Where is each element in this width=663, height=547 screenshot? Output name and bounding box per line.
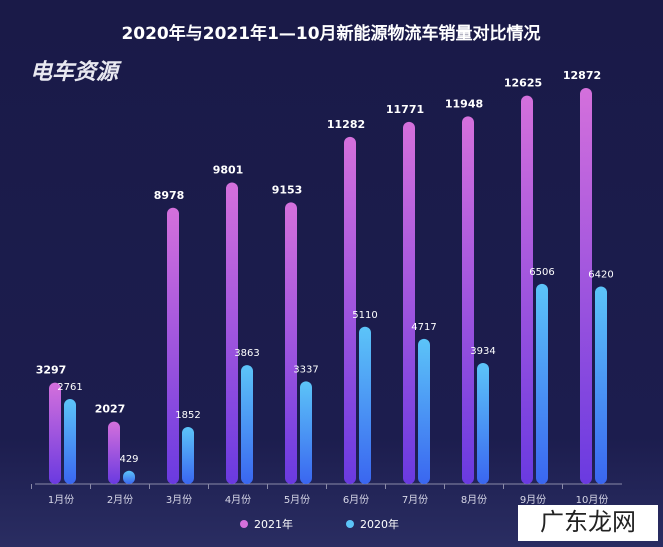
value-label: 11282 [327,118,365,131]
x-tick-label: 3月份 [166,494,192,506]
value-label: 6506 [529,267,554,278]
value-label: 9801 [213,163,244,176]
x-tick-label: 2月份 [107,494,133,506]
legend-swatch [240,520,248,528]
bar [418,338,430,484]
x-tick-label: 1月份 [48,494,74,506]
bar [580,88,592,484]
bar [462,116,474,484]
value-label: 2761 [57,382,82,393]
bar [521,95,533,484]
bar [300,381,312,484]
bar [536,283,548,484]
x-tick-label: 9月份 [520,494,546,506]
bar [49,382,61,484]
bar [182,427,194,484]
logo-watermark: 电车资源 [30,59,122,85]
x-tick-label: 10月份 [576,494,609,506]
legend-swatch [346,520,354,528]
x-tick-label: 5月份 [284,494,310,506]
bar [285,202,297,484]
value-label: 12872 [563,69,601,82]
value-label: 11771 [386,103,424,116]
bar [403,121,415,485]
value-label: 12625 [504,77,542,90]
x-tick-label: 8月份 [461,494,487,506]
bar [64,399,76,484]
value-label: 9153 [272,183,303,196]
bar [123,470,135,484]
value-label: 3863 [234,348,259,359]
value-label: 4717 [411,322,436,333]
x-tick-label: 4月份 [225,494,251,506]
value-label: 1852 [175,410,200,421]
bar [167,207,179,485]
value-label: 429 [119,454,138,465]
chart-title: 2020年与2021年1—10月新能源物流车销量对比情况 [121,23,540,44]
x-tick-label: 6月份 [343,494,369,506]
value-label: 5110 [352,310,377,321]
bar [108,421,120,484]
bar [344,136,356,485]
value-label: 3297 [36,364,67,377]
bar [226,182,238,484]
site-watermark-bg [518,505,658,541]
bar [241,365,253,484]
value-label: 2027 [95,403,126,416]
value-label: 3337 [293,364,318,375]
bar [595,286,607,484]
legend-label: 2020年 [360,517,399,531]
bar [359,326,371,484]
value-label: 8978 [154,189,185,202]
value-label: 11948 [445,97,483,110]
x-tick-label: 7月份 [402,494,428,506]
value-label: 6420 [588,269,613,280]
bar [477,362,489,484]
site-watermark: 广东龙网 [540,508,636,536]
value-label: 3934 [470,346,495,357]
legend-label: 2021年 [254,517,293,531]
